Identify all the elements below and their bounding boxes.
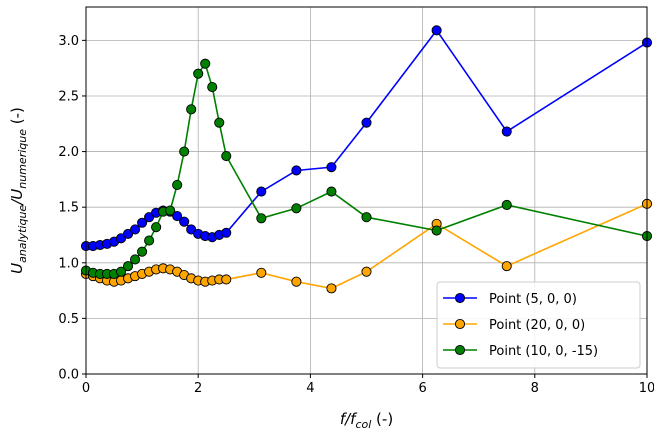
data-point: [179, 216, 190, 227]
ticks: 0 2 4 6 8 10 0.0 0.5 1.0 1.5 2.0 2.5 3.0: [58, 34, 654, 396]
legend-item: Point (20, 0, 0): [443, 318, 585, 333]
legend-marker: [454, 292, 466, 304]
y-axis-label: Uanalytique/Unumerique (-): [8, 107, 29, 274]
x-axis-label: f/fcol (-): [340, 410, 393, 431]
y-tick-label: 0.5: [58, 312, 79, 327]
y-axis-label-sub2: numerique: [16, 129, 29, 189]
y-axis-label-mid: /U: [8, 189, 26, 207]
y-axis-label-pre: U: [8, 263, 26, 274]
data-point: [200, 58, 211, 69]
legend-label: Point (20, 0, 0): [489, 318, 585, 333]
x-tick-label: 0: [82, 381, 90, 396]
data-point: [221, 227, 232, 238]
data-point: [431, 225, 442, 236]
x-tick-label: 4: [306, 381, 314, 396]
data-point: [123, 228, 134, 239]
x-axis-label-sub: col: [355, 418, 371, 431]
y-tick-label: 1.0: [58, 256, 79, 271]
legend-item: Point (10, 0, -15): [443, 344, 598, 359]
data-point: [137, 246, 148, 257]
series-3: [80, 58, 653, 279]
data-point: [361, 212, 372, 223]
data-point: [291, 203, 302, 214]
legend-item: Point (5, 0, 0): [443, 292, 577, 307]
data-point: [179, 146, 190, 157]
data-point: [326, 162, 337, 173]
data-point: [221, 150, 232, 162]
data-point: [326, 186, 337, 197]
series-1: [80, 25, 653, 252]
data-point: [151, 222, 162, 233]
data-point: [501, 261, 512, 272]
legend-marker: [454, 344, 466, 356]
x-axis-label-suffix: (-): [371, 410, 393, 428]
y-axis-label-suffix: (-): [8, 107, 26, 129]
data-point: [165, 205, 176, 216]
data-point: [172, 179, 183, 190]
data-point: [361, 266, 372, 277]
data-point: [186, 104, 197, 115]
data-point: [130, 224, 141, 235]
data-point: [193, 68, 204, 79]
data-point: [172, 211, 183, 222]
data-point: [291, 276, 302, 287]
series-2: [80, 198, 653, 294]
data-point: [137, 217, 148, 228]
data-point: [123, 261, 134, 272]
data-point: [291, 165, 302, 176]
x-tick-label: 6: [418, 381, 426, 396]
data-point: [130, 254, 141, 265]
data-point: [431, 25, 442, 36]
y-tick-label: 3.0: [58, 34, 79, 49]
data-point: [256, 213, 267, 224]
data-point: [144, 235, 155, 246]
legend-label: Point (5, 0, 0): [489, 292, 577, 307]
y-tick-label: 2.5: [58, 89, 79, 104]
y-tick-label: 1.5: [58, 201, 79, 216]
x-tick-label: 2: [194, 381, 202, 396]
data-point: [326, 283, 337, 294]
legend-marker: [454, 318, 466, 330]
data-point: [501, 126, 512, 137]
data-point: [256, 186, 267, 197]
data-point: [144, 212, 155, 223]
data-point: [501, 199, 512, 211]
y-tick-label: 0.0: [58, 368, 79, 383]
series-layer: [80, 25, 653, 294]
data-point: [186, 224, 197, 235]
data-point: [116, 233, 127, 244]
plot-frame: [85, 6, 648, 375]
y-tick-label: 2.0: [58, 145, 79, 160]
data-point: [116, 266, 127, 277]
y-axis-label-sub1: analytique: [16, 205, 29, 263]
data-point: [214, 117, 225, 128]
x-tick-label: 10: [639, 381, 654, 396]
x-axis-label-base: f/f: [340, 410, 358, 428]
data-point: [221, 274, 232, 285]
x-tick-label: 8: [531, 381, 539, 396]
data-point: [256, 267, 267, 278]
legend: Point (5, 0, 0) Point (20, 0, 0) Point (10…: [436, 281, 641, 369]
legend-label: Point (10, 0, -15): [489, 344, 598, 359]
data-point: [361, 117, 372, 128]
data-point: [207, 82, 218, 93]
legend-box: [436, 281, 641, 369]
